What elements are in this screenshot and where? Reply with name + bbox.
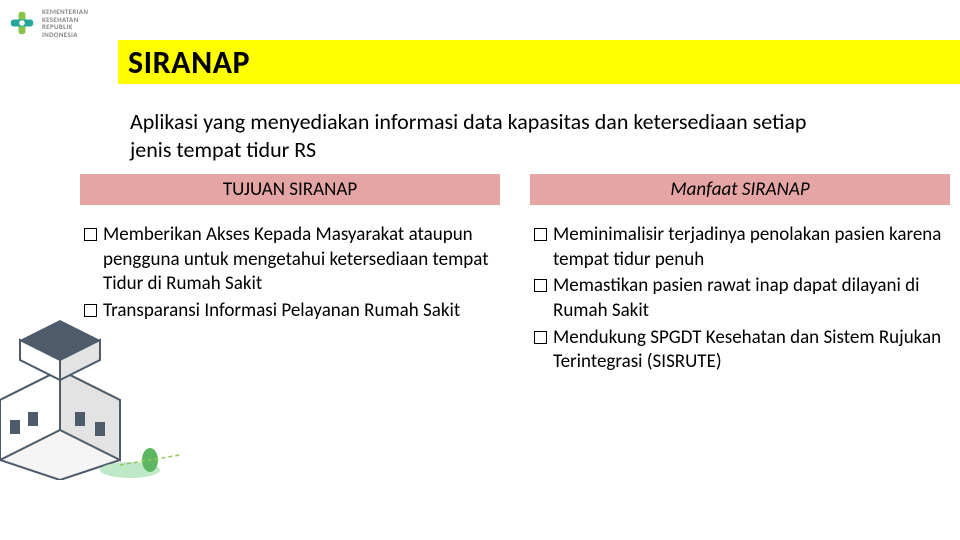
square-bullet-icon	[84, 228, 97, 241]
square-bullet-icon	[534, 331, 547, 344]
column-tujuan: TUJUAN SIRANAP Memberikan Akses Kepada M…	[80, 174, 500, 377]
bullet-list-manfaat: Meminimalisir terjadinya penolakan pasie…	[530, 223, 950, 375]
list-item: Transparansi Informasi Pelayanan Rumah S…	[84, 299, 496, 324]
list-item: Memastikan pasien rawat inap dapat dilay…	[534, 274, 946, 323]
list-item: Memberikan Akses Kepada Masyarakat ataup…	[84, 223, 496, 297]
square-bullet-icon	[534, 228, 547, 241]
square-bullet-icon	[84, 304, 97, 317]
list-item: Meminimalisir terjadinya penolakan pasie…	[534, 223, 946, 272]
column-manfaat: Manfaat SIRANAP Meminimalisir terjadinya…	[530, 174, 950, 377]
column-header-tujuan: TUJUAN SIRANAP	[80, 174, 500, 205]
square-bullet-icon	[534, 279, 547, 292]
content-columns: TUJUAN SIRANAP Memberikan Akses Kepada M…	[80, 174, 950, 377]
ministry-logo: KEMENTERIAN KESEHATAN REPUBLIK INDONESIA	[8, 8, 88, 39]
bullet-list-tujuan: Memberikan Akses Kepada Masyarakat ataup…	[80, 223, 500, 324]
list-item: Mendukung SPGDT Kesehatan dan Sistem Ruj…	[534, 326, 946, 375]
column-header-manfaat: Manfaat SIRANAP	[530, 174, 950, 205]
title-bar: SIRANAP	[118, 40, 960, 84]
page-title: SIRANAP	[128, 43, 250, 82]
health-logo-icon	[8, 9, 36, 37]
description-text: Aplikasi yang menyediakan informasi data…	[130, 108, 850, 163]
ministry-text: KEMENTERIAN KESEHATAN REPUBLIK INDONESIA	[42, 8, 88, 39]
